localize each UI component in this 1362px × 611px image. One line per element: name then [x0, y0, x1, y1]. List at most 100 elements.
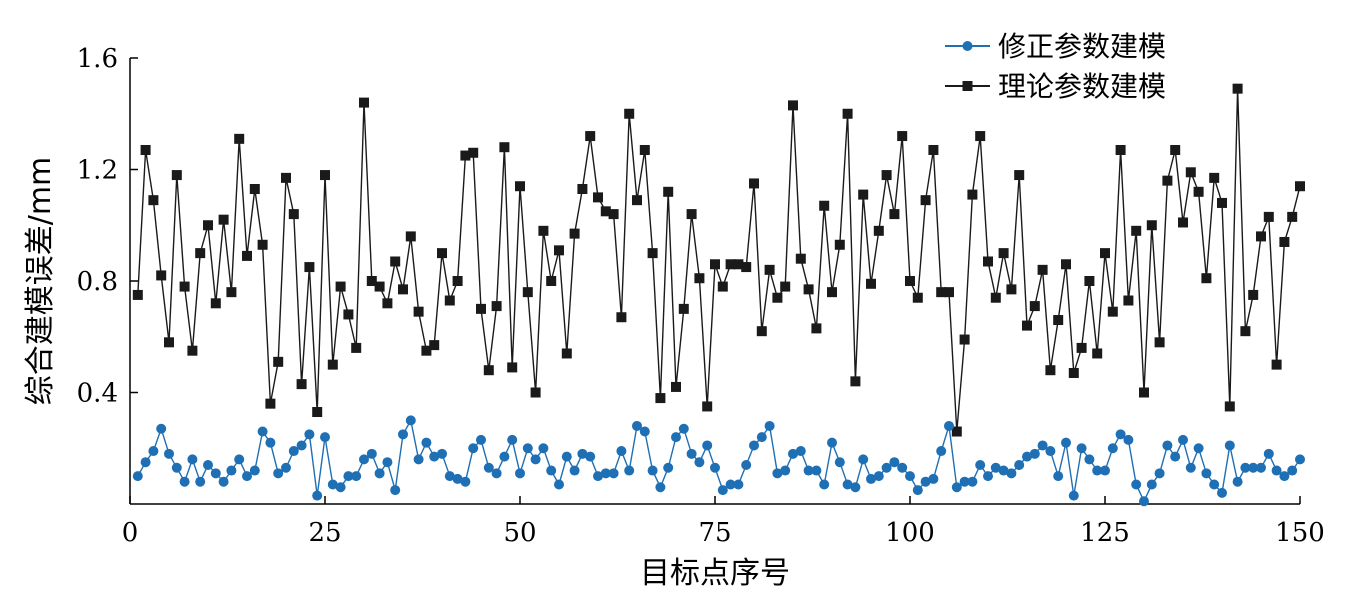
data-point: [1068, 490, 1079, 501]
data-point: [897, 462, 908, 473]
data-point: [164, 337, 174, 348]
data-point: [405, 415, 416, 426]
data-point: [398, 429, 408, 440]
data-point: [156, 270, 167, 281]
data-point: [733, 259, 744, 270]
axes: 0 25 50 75 100 125 150 0.4 0.8 1.2 1.6: [77, 44, 1325, 548]
data-point: [889, 457, 900, 468]
data-point: [273, 468, 284, 479]
data-point: [608, 468, 619, 479]
data-point: [179, 476, 190, 487]
data-point: [593, 471, 603, 482]
data-point: [460, 476, 471, 487]
data-point: [577, 184, 588, 195]
legend-marker: [962, 41, 973, 51]
data-point: [405, 231, 416, 242]
data-point: [756, 326, 767, 337]
data-point: [421, 345, 432, 356]
y-tick-label: 1.2: [77, 156, 118, 186]
data-point: [819, 200, 830, 211]
data-point: [600, 468, 611, 479]
data-point: [1263, 211, 1274, 222]
data-point: [678, 423, 689, 434]
data-point: [1279, 236, 1290, 247]
data-point: [756, 432, 767, 443]
data-point: [1045, 365, 1056, 376]
data-point: [905, 276, 915, 286]
data-point: [663, 186, 674, 197]
data-point: [772, 468, 783, 479]
data-point: [593, 192, 603, 203]
data-point: [834, 457, 845, 468]
data-point: [990, 292, 1001, 303]
data-point: [1162, 440, 1173, 451]
x-tick-label: 100: [885, 518, 935, 548]
data-point: [967, 476, 978, 487]
data-point: [858, 189, 869, 200]
series-0: [132, 415, 1305, 507]
data-point: [366, 448, 377, 459]
data-point: [179, 281, 190, 292]
data-point: [327, 479, 338, 490]
data-point: [156, 423, 167, 434]
data-point: [507, 434, 518, 445]
data-point: [811, 465, 822, 476]
data-point: [187, 454, 198, 465]
data-point: [265, 398, 276, 409]
data-point: [1029, 301, 1040, 312]
data-point: [437, 248, 447, 259]
data-point: [327, 359, 338, 370]
data-point: [491, 468, 502, 479]
data-point: [1201, 273, 1212, 284]
data-point: [1154, 468, 1165, 479]
data-point: [538, 225, 549, 236]
data-point: [359, 97, 369, 108]
data-point: [1131, 225, 1142, 236]
data-point: [834, 239, 845, 250]
data-point: [600, 206, 611, 217]
data-point: [242, 471, 252, 482]
data-point: [1201, 468, 1212, 479]
data-point: [1022, 320, 1032, 331]
data-point: [694, 273, 705, 284]
data-point: [1100, 248, 1110, 259]
data-point: [1146, 479, 1157, 490]
data-point: [413, 306, 424, 317]
data-point: [1146, 220, 1157, 231]
data-point: [647, 248, 658, 259]
data-point: [296, 379, 307, 390]
data-point: [663, 462, 674, 473]
data-point: [928, 473, 939, 484]
data-point: [569, 228, 580, 239]
data-point: [390, 485, 401, 496]
data-point: [210, 468, 221, 479]
data-point: [335, 482, 346, 493]
data-point: [694, 457, 705, 468]
data-point: [476, 303, 486, 314]
data-point: [546, 276, 557, 286]
data-point: [936, 287, 947, 298]
data-point: [780, 465, 791, 476]
data-point: [803, 465, 814, 476]
data-point: [288, 209, 299, 220]
data-point: [632, 195, 642, 206]
data-point: [530, 454, 541, 465]
data-point: [382, 457, 393, 468]
data-point: [257, 426, 268, 437]
legend-label: 理论参数建模: [998, 70, 1166, 103]
data-point: [702, 401, 713, 412]
x-tick-label: 75: [698, 518, 731, 548]
data-point: [741, 459, 752, 470]
data-point: [1139, 387, 1149, 398]
data-point: [195, 248, 206, 259]
data-point: [827, 287, 837, 298]
data-point: [1100, 465, 1110, 476]
data-point: [788, 448, 798, 459]
data-point: [281, 172, 291, 183]
data-point: [164, 448, 174, 459]
data-point: [249, 465, 260, 476]
data-point: [1092, 348, 1103, 359]
data-point: [187, 345, 198, 356]
data-point: [1271, 465, 1282, 476]
